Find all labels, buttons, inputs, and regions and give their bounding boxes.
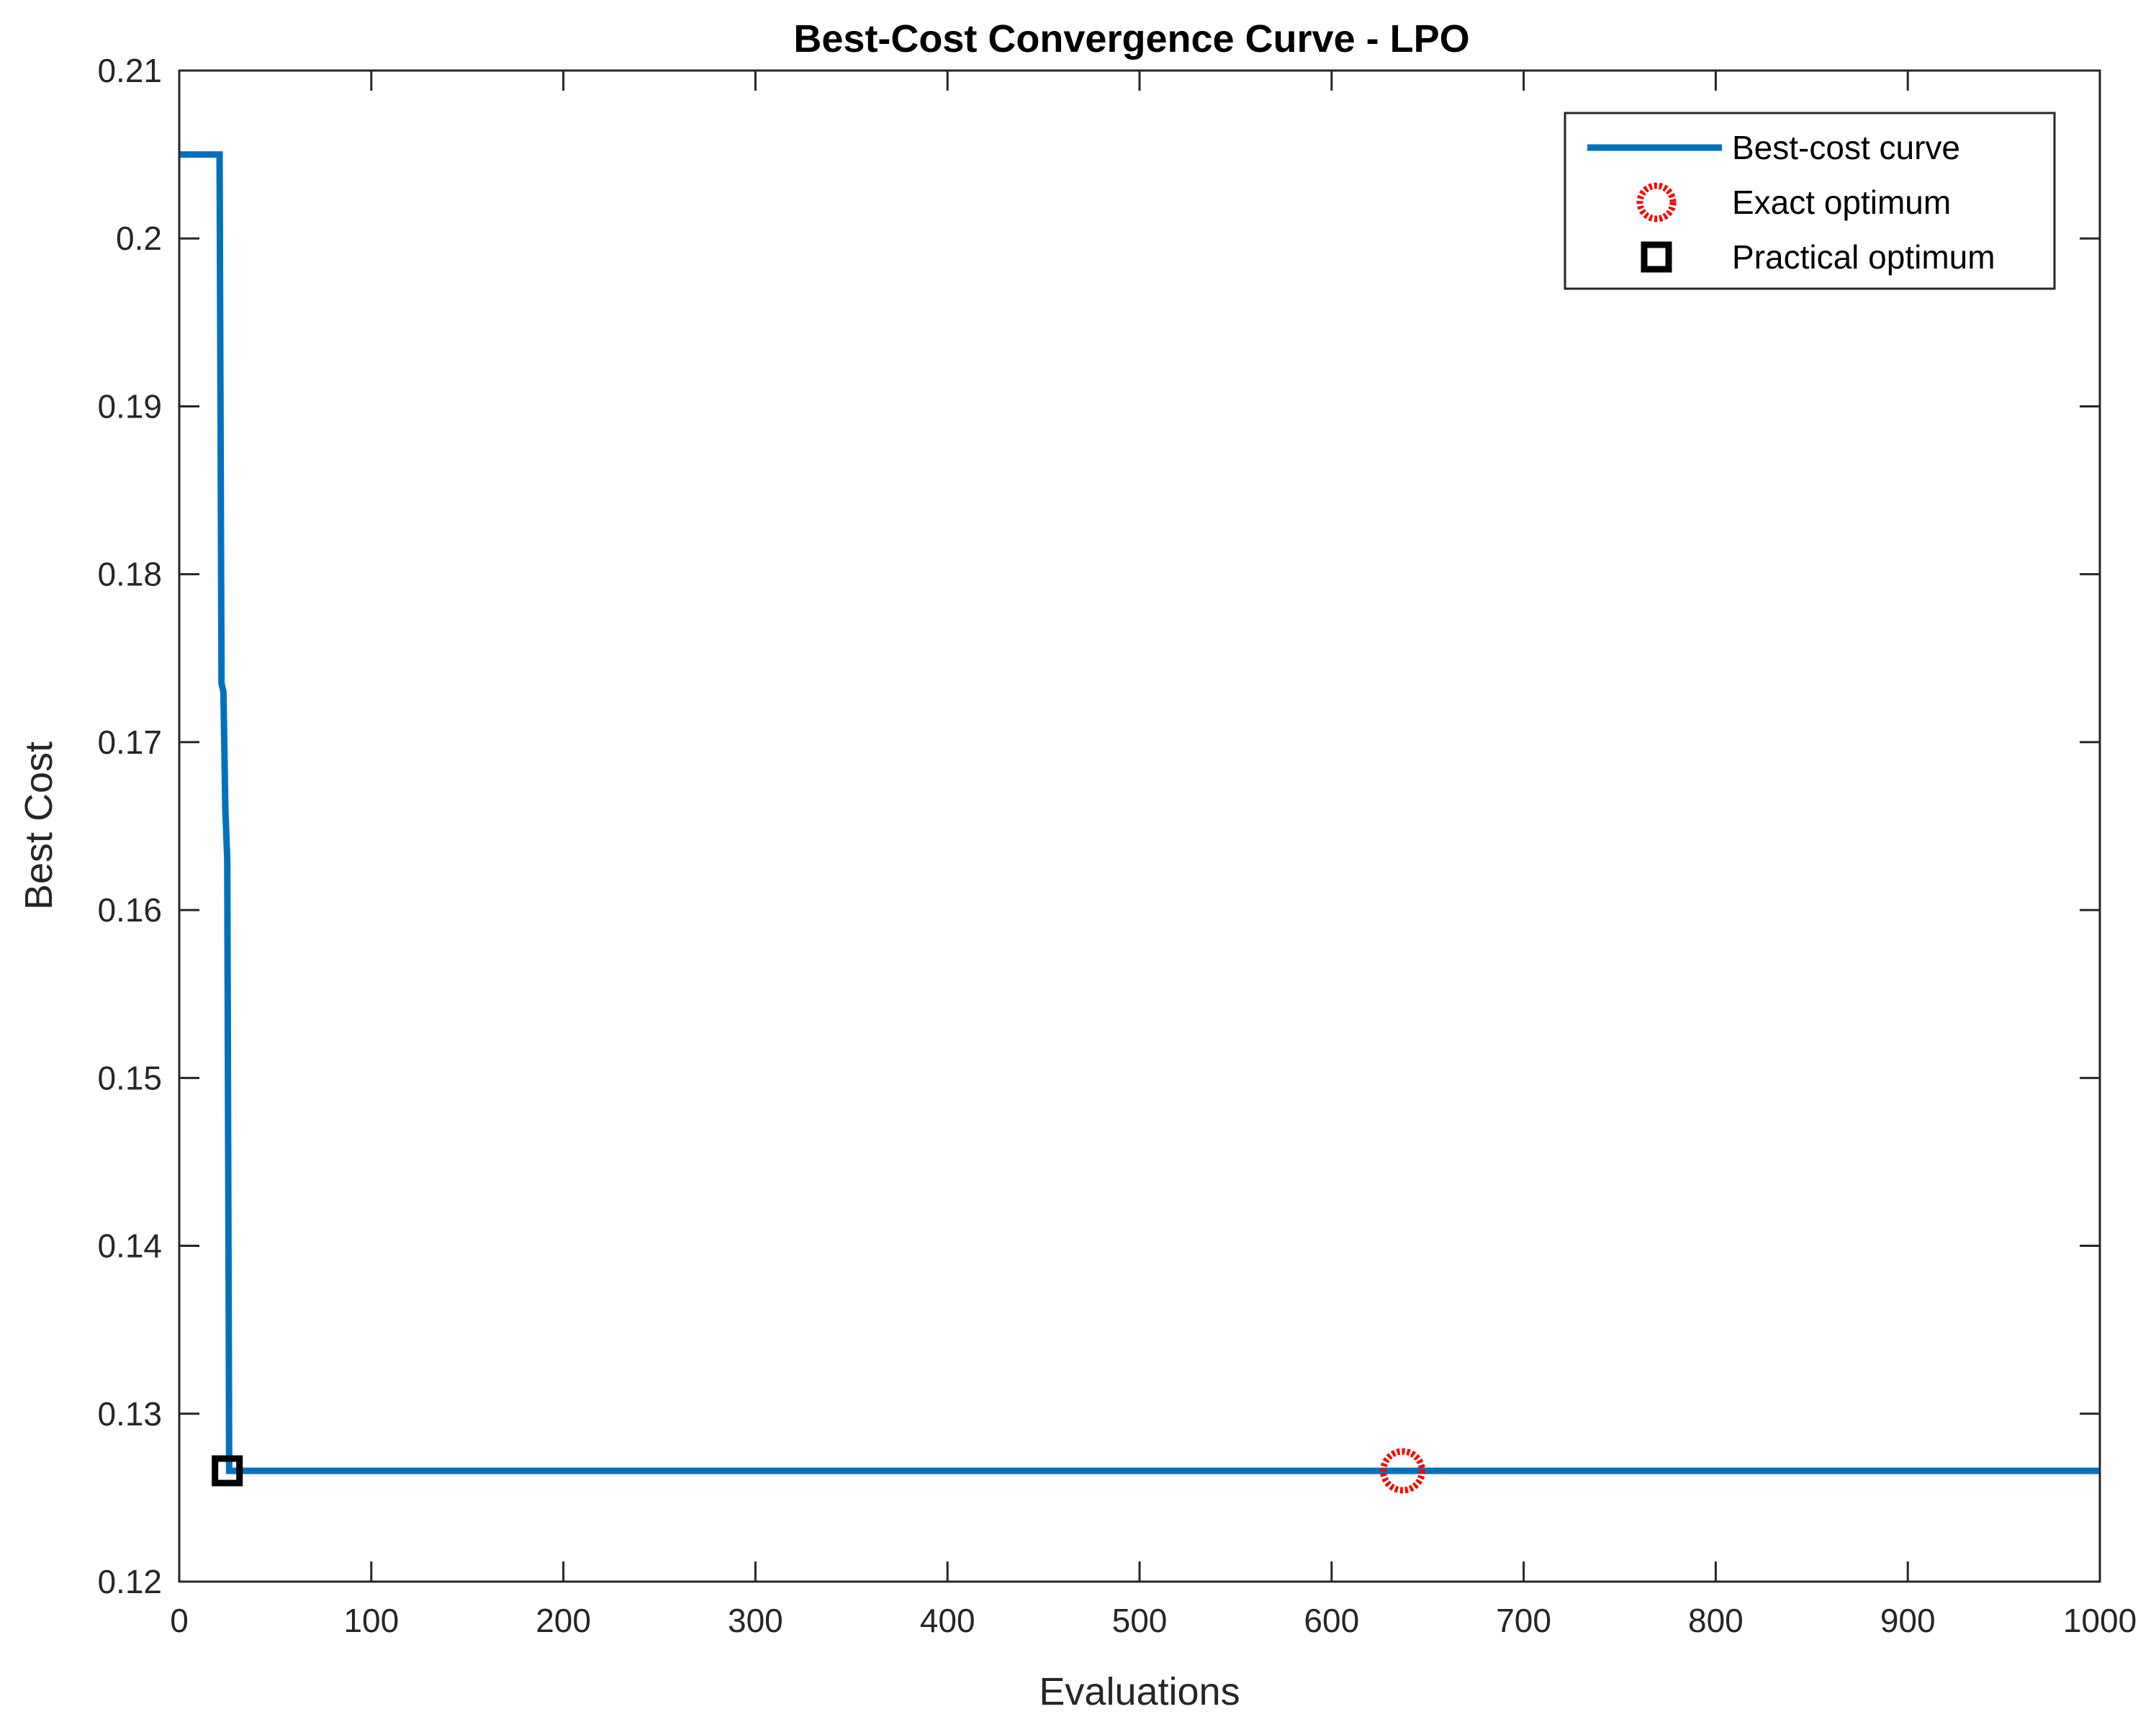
- plot-area: [178, 69, 2101, 1583]
- x-tick-label: 900: [1880, 1602, 1936, 1639]
- axes-box: [178, 69, 2101, 1583]
- x-tick-label: 200: [536, 1602, 591, 1639]
- y-tick-label: 0.16: [97, 891, 162, 929]
- x-tick-label: 500: [1112, 1602, 1168, 1639]
- x-tick-label: 0: [170, 1602, 189, 1639]
- y-tick-labels: 0.12 0.13 0.14 0.15 0.16 0.17 0.18 0.19 0.2 0.21: [97, 52, 162, 1600]
- x-tick-label: 800: [1688, 1602, 1744, 1639]
- practical-optimum-marker: [212, 1455, 243, 1487]
- y-tick-label: 0.14: [97, 1227, 162, 1265]
- series-line-best-cost: [179, 151, 2100, 1474]
- y-tick-label: 0.21: [97, 52, 162, 89]
- y-tick-label: 0.12: [97, 1563, 162, 1600]
- y-tick-label: 0.17: [97, 723, 162, 761]
- series-lines: [179, 151, 2100, 1474]
- y-axis-label: Best Cost: [17, 741, 60, 910]
- y-tick-label: 0.18: [97, 556, 162, 593]
- legend-entry-practical-optimum: Practical optimum: [1732, 238, 1995, 276]
- exact-optimum-marker: [1380, 1448, 1426, 1494]
- legend-entry-exact-optimum: Exact optimum: [1732, 184, 1951, 221]
- y-tick-label: 0.19: [97, 387, 162, 425]
- legend-entry-best-cost: Best-cost curve: [1732, 129, 1960, 166]
- x-axis-label: Evaluations: [1039, 1670, 1240, 1713]
- x-tick-label: 100: [343, 1602, 399, 1639]
- x-tick-label: 300: [728, 1602, 783, 1639]
- legend-circle-marker: [1636, 182, 1677, 222]
- x-tick-label: 400: [920, 1602, 975, 1639]
- y-tick-label: 0.15: [97, 1059, 162, 1096]
- y-tick-label: 0.13: [97, 1395, 162, 1433]
- chart-title: Best-Cost Convergence Curve - LPO: [793, 17, 1469, 60]
- axes-background: [179, 71, 2100, 1582]
- legend-square-marker: [1641, 241, 1672, 273]
- x-tick-label: 600: [1304, 1602, 1359, 1639]
- x-tick-labels: 0 100 200 300 400 500 600 700 800 900 1000: [170, 1602, 2137, 1639]
- series-markers: [212, 1448, 1426, 1494]
- x-tick-label: 1000: [2063, 1602, 2137, 1639]
- legend: Best-cost curve Exact optimum Practical …: [1564, 112, 2056, 290]
- y-tick-label: 0.2: [116, 220, 162, 257]
- x-tick-label: 700: [1496, 1602, 1551, 1639]
